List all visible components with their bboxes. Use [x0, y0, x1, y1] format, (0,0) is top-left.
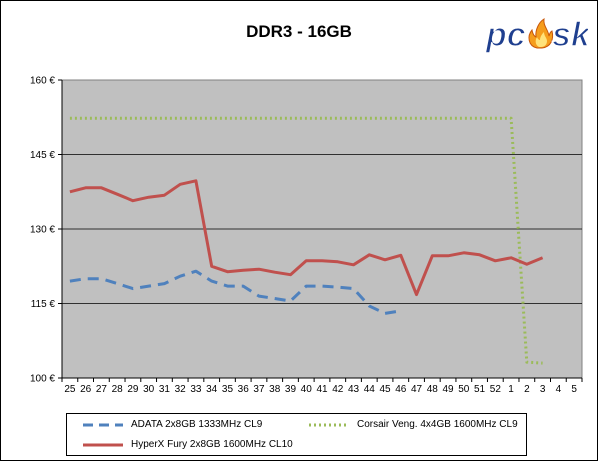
x-tick-label: 39 — [285, 384, 297, 395]
legend-item-adata: ADATA 2x8GB 1333MHz CL9 — [81, 419, 262, 430]
y-tick-label: 100 € — [30, 374, 55, 385]
pcosk-logo: pc sk — [484, 10, 592, 56]
legend-label-hyperx: HyperX Fury 2x8GB 1600MHz CL10 — [131, 439, 293, 450]
x-tick-label: 4 — [556, 384, 562, 395]
x-tick-label: 52 — [490, 384, 502, 395]
x-tick-label: 30 — [143, 384, 155, 395]
chart-legend: ADATA 2x8GB 1333MHz CL9 Corsair Veng. 4x… — [66, 413, 527, 456]
x-tick-label: 40 — [301, 384, 313, 395]
x-tick-label: 41 — [316, 384, 328, 395]
x-tick-label: 2 — [524, 384, 530, 395]
legend-label-adata: ADATA 2x8GB 1333MHz CL9 — [131, 419, 263, 430]
legend-item-hyperx: HyperX Fury 2x8GB 1600MHz CL10 — [81, 439, 293, 450]
x-tick-label: 1 — [508, 384, 514, 395]
x-tick-label: 49 — [442, 384, 454, 395]
x-tick-label: 43 — [348, 384, 360, 395]
x-tick-label: 26 — [80, 384, 92, 395]
x-tick-label: 5 — [571, 384, 577, 395]
chart-title: DDR3 - 16GB — [246, 22, 352, 41]
x-tick-label: 25 — [64, 384, 76, 395]
x-tick-label: 29 — [127, 384, 139, 395]
series-line-1 — [69, 116, 543, 365]
x-tick-label: 34 — [206, 384, 218, 395]
series-line-0 — [69, 269, 402, 315]
x-tick-label: 47 — [411, 384, 423, 395]
legend-item-corsair: Corsair Veng. 4x4GB 1600MHz CL9 — [307, 419, 518, 430]
x-tick-label: 50 — [458, 384, 470, 395]
x-tick-label: 31 — [159, 384, 171, 395]
legend-label-corsair: Corsair Veng. 4x4GB 1600MHz CL9 — [357, 419, 518, 430]
x-tick-label: 33 — [190, 384, 202, 395]
x-tick-label: 48 — [427, 384, 439, 395]
x-tick-label: 36 — [238, 384, 250, 395]
logo-text-right: sk — [552, 16, 588, 54]
x-tick-label: 45 — [379, 384, 391, 395]
y-tick-label: 145 € — [30, 150, 55, 161]
x-tick-label: 46 — [395, 384, 407, 395]
x-tick-label: 28 — [112, 384, 124, 395]
x-tick-label: 3 — [540, 384, 546, 395]
x-tick-label: 38 — [269, 384, 281, 395]
logo-text-left: pc — [485, 16, 526, 54]
x-tick-label: 32 — [175, 384, 187, 395]
y-tick-label: 160 € — [30, 76, 55, 87]
x-tick-label: 35 — [222, 384, 234, 395]
flame-icon — [528, 18, 554, 49]
y-tick-label: 115 € — [31, 299, 56, 310]
x-tick-label: 37 — [253, 384, 265, 395]
x-tick-label: 27 — [96, 384, 108, 395]
x-tick-label: 51 — [474, 384, 486, 395]
x-tick-label: 42 — [332, 384, 344, 395]
series-line-2 — [69, 179, 544, 297]
x-tick-label: 44 — [364, 384, 376, 395]
y-tick-label: 130 € — [30, 225, 55, 236]
